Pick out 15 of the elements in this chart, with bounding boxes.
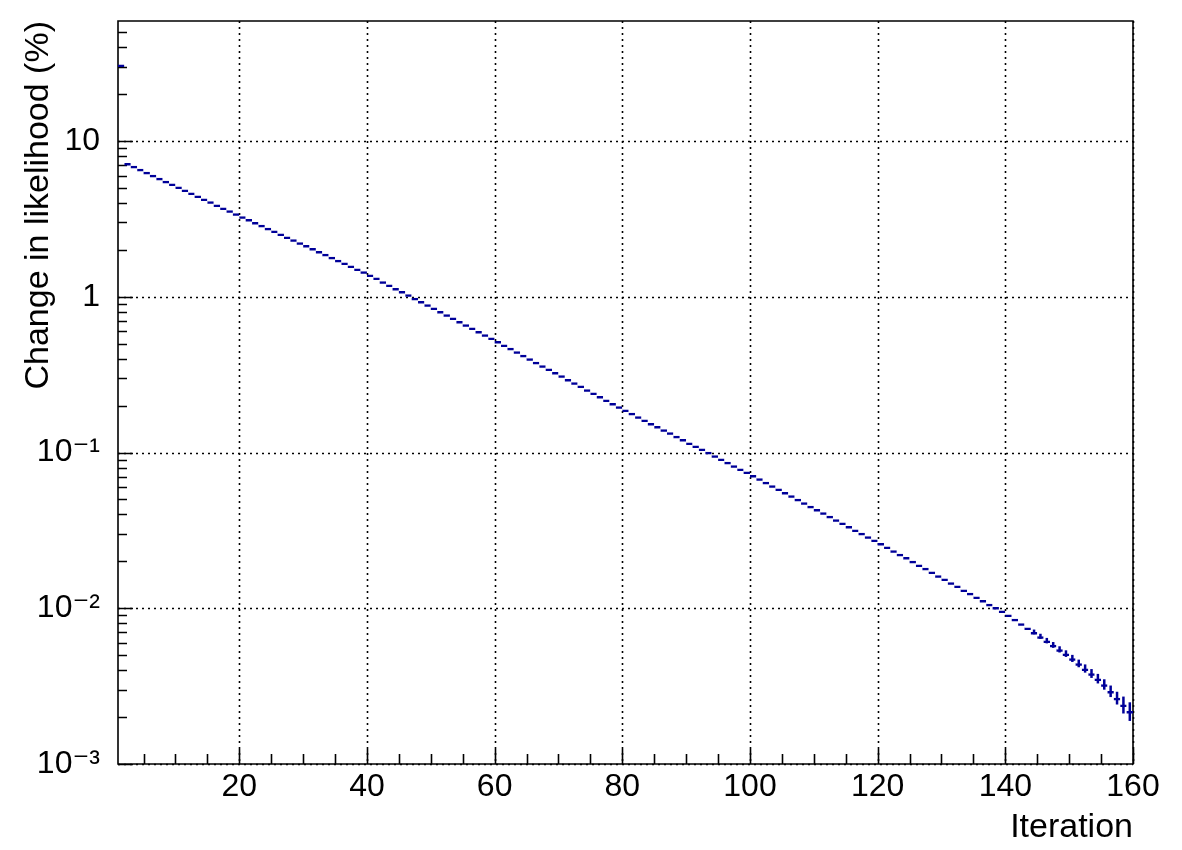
x-tick-label: 120	[850, 767, 905, 804]
y-tick-label: 10⁻³	[36, 743, 101, 780]
y-axis-title: Change in likelihood (%)	[16, 21, 55, 390]
x-tick-label: 100	[723, 767, 777, 804]
x-tick-label: 20	[221, 767, 258, 804]
y-tick-label: 10	[64, 120, 100, 157]
x-tick-label: 60	[476, 767, 513, 804]
y-tick-label: 1	[82, 276, 100, 313]
x-tick-label: 80	[604, 767, 641, 804]
x-tick-label: 160	[1106, 767, 1160, 804]
y-tick-label: 10⁻²	[36, 588, 101, 625]
x-tick-label: 140	[978, 767, 1033, 804]
x-tick-label: 40	[349, 767, 385, 804]
y-tick-label: 10⁻¹	[36, 432, 100, 469]
x-axis-title: Iteration	[1010, 805, 1133, 844]
